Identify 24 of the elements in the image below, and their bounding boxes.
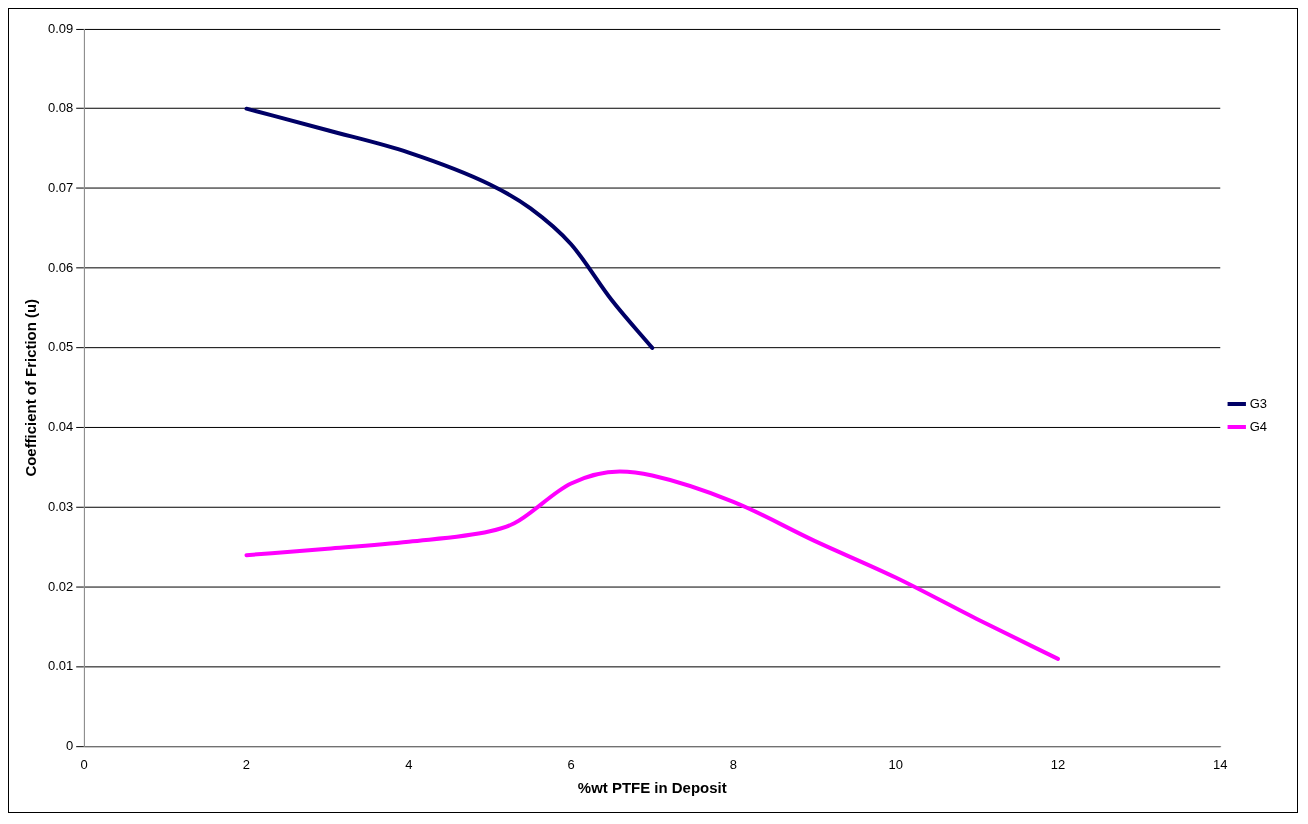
y-tick-label: 0.03 xyxy=(47,498,74,514)
x-tick-label: 2 xyxy=(242,756,251,772)
x-tick-label: 8 xyxy=(729,756,737,772)
y-tick-label: 0.02 xyxy=(47,578,74,594)
line-series xyxy=(244,106,655,350)
y-tick-label: 0.07 xyxy=(47,179,74,195)
x-tick-label: 6 xyxy=(567,756,575,772)
x-axis-title: %wt PTFE in Deposit xyxy=(577,779,727,797)
y-axis-title: Coefficient of Friction (u) xyxy=(22,298,40,477)
y-tick-label: 0.09 xyxy=(47,20,74,36)
line-series xyxy=(244,469,1060,661)
y-tick-label: 0.04 xyxy=(47,419,74,435)
x-tick-label: 10 xyxy=(888,756,903,772)
x-tick-label: 14 xyxy=(1213,756,1228,772)
y-tick-label: 0 xyxy=(65,738,74,754)
legend-label: G4 xyxy=(1249,418,1268,434)
y-tick-label: 0.08 xyxy=(47,100,74,116)
x-tick-label: 12 xyxy=(1050,756,1066,772)
x-tick-label: 4 xyxy=(405,756,413,772)
y-tick-label: 0.06 xyxy=(47,259,74,275)
legend-label: G3 xyxy=(1249,395,1268,411)
y-tick-label: 0.01 xyxy=(47,658,74,674)
y-tick-label: 0.05 xyxy=(47,339,74,355)
x-tick-label: 0 xyxy=(80,756,88,772)
